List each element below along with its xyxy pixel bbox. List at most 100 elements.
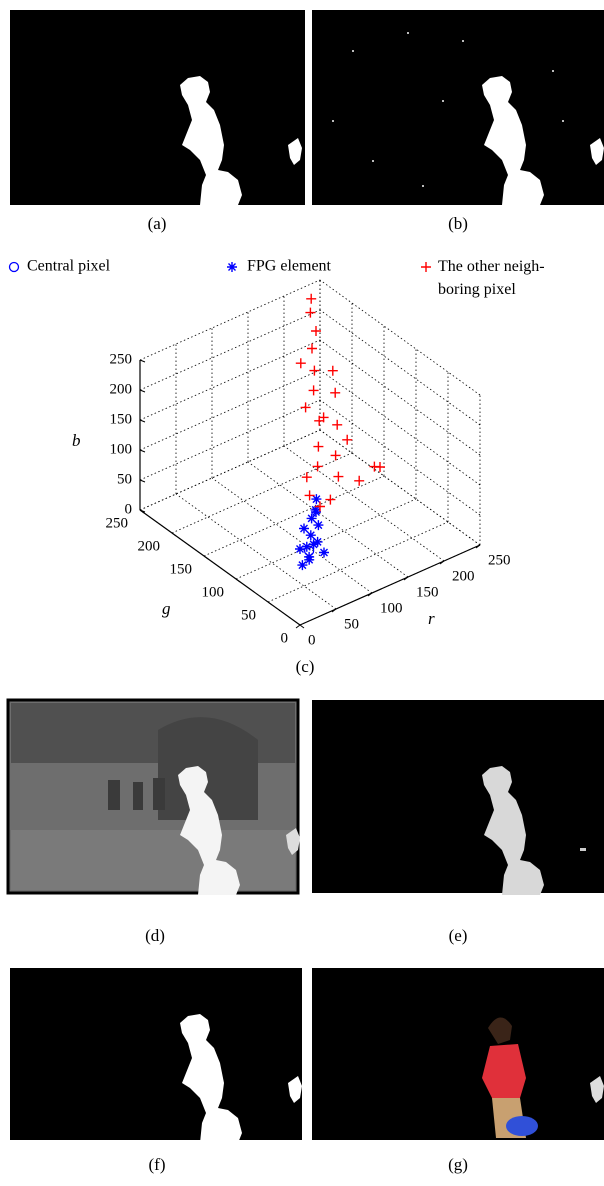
data-point xyxy=(299,523,309,534)
b-tick-label: 0 xyxy=(125,501,133,517)
data-point xyxy=(354,475,365,486)
g-tick-label: 100 xyxy=(202,584,225,600)
data-point xyxy=(306,513,317,524)
data-point xyxy=(312,536,323,547)
image-d xyxy=(6,698,300,895)
grid-line xyxy=(139,369,321,451)
image-g xyxy=(312,968,604,1140)
tick-mark xyxy=(139,509,146,513)
grid-line xyxy=(235,498,417,580)
legend-label: FPG element xyxy=(247,258,332,275)
tick-mark xyxy=(367,592,373,597)
data-point xyxy=(307,343,317,354)
r-tick-label: 0 xyxy=(308,632,316,648)
grid-line xyxy=(171,452,353,534)
axis-line xyxy=(139,509,301,626)
image-e xyxy=(312,700,604,895)
grid-line xyxy=(319,339,481,456)
grid-line xyxy=(139,339,321,421)
data-point xyxy=(308,539,319,550)
data-point xyxy=(304,554,315,565)
grid-line xyxy=(247,461,409,578)
data-point xyxy=(318,412,329,423)
r-tick-label: 250 xyxy=(488,552,511,568)
image-b xyxy=(312,10,604,205)
data-point xyxy=(327,365,338,376)
tick-mark xyxy=(403,576,409,581)
tick-mark xyxy=(139,389,146,393)
data-point xyxy=(306,293,317,304)
grid-line xyxy=(319,309,481,426)
b-tick-label: 50 xyxy=(117,471,132,487)
data-point xyxy=(313,441,324,452)
data-point xyxy=(305,307,316,318)
caption: (e) xyxy=(449,926,468,945)
grid-line xyxy=(139,399,321,481)
r-tick-label: 100 xyxy=(380,600,403,616)
data-point xyxy=(301,472,312,483)
image-a xyxy=(10,10,305,205)
b-tick-label: 100 xyxy=(110,441,133,457)
b-tick-label: 250 xyxy=(110,351,133,367)
data-point xyxy=(311,507,321,517)
grid-line xyxy=(139,279,321,361)
grid-line xyxy=(211,477,373,594)
g-tick-label: 150 xyxy=(170,561,193,577)
tick-mark xyxy=(139,449,146,453)
data-point xyxy=(325,494,336,505)
tick-mark xyxy=(295,624,301,629)
data-point xyxy=(342,434,353,445)
grid-line xyxy=(319,429,481,546)
data-point xyxy=(295,544,305,554)
caption: (g) xyxy=(448,1155,468,1174)
tick-mark xyxy=(267,601,273,606)
grid-line xyxy=(139,429,321,511)
grid-line xyxy=(175,493,337,610)
g-tick-label: 250 xyxy=(106,515,129,531)
b-tick-label: 200 xyxy=(110,381,133,397)
legend-label: The other neigh-boring pixel xyxy=(438,258,545,298)
g-tick-label: 200 xyxy=(138,538,161,554)
axis-label: g xyxy=(162,599,171,618)
g-tick-label: 0 xyxy=(281,630,289,646)
tick-mark xyxy=(299,624,305,629)
data-point xyxy=(313,520,324,531)
data-point xyxy=(311,326,321,336)
data-point xyxy=(295,358,306,369)
legend-marker xyxy=(8,261,20,273)
tick-mark xyxy=(171,532,177,537)
legend-label: Central pixel xyxy=(27,258,111,275)
scatter-3d: 0501001502002500501001502002500501001502… xyxy=(8,261,511,648)
legend-marker xyxy=(227,262,237,272)
grid-line xyxy=(319,429,481,546)
data-point xyxy=(297,560,308,571)
data-point xyxy=(305,530,316,541)
tick-mark xyxy=(475,544,481,549)
grid-line xyxy=(319,279,481,396)
tick-mark xyxy=(331,608,337,613)
tick-mark xyxy=(203,555,209,560)
grid-line xyxy=(283,445,445,562)
r-tick-label: 200 xyxy=(452,568,475,584)
data-point xyxy=(315,501,325,512)
caption: (a) xyxy=(148,214,167,233)
grid-line xyxy=(267,521,449,603)
caption: (c) xyxy=(296,657,315,676)
image-f xyxy=(10,968,302,1143)
data-point xyxy=(309,365,320,376)
data-point xyxy=(332,419,343,430)
data-point xyxy=(333,471,344,482)
axis-line xyxy=(299,544,481,626)
grid-line xyxy=(319,399,481,516)
b-tick-label: 150 xyxy=(110,411,133,427)
tick-mark xyxy=(235,578,241,583)
tick-mark xyxy=(139,359,146,363)
data-point xyxy=(303,545,315,557)
caption: (f) xyxy=(149,1155,166,1174)
legend-marker xyxy=(421,262,431,272)
data-point xyxy=(311,494,322,505)
data-point xyxy=(330,387,341,398)
axis-label: r xyxy=(428,609,435,628)
data-point xyxy=(304,490,315,501)
